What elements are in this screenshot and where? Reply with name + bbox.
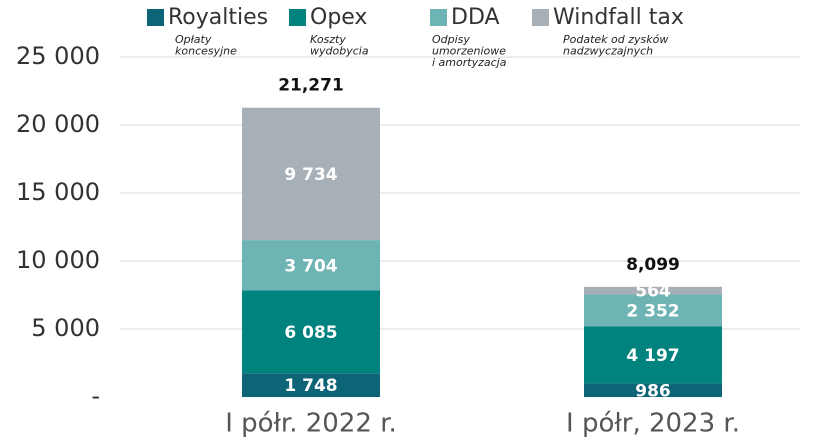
bar-segment bbox=[242, 107, 380, 241]
y-tick-label: 25 000 bbox=[16, 42, 100, 70]
legend-description: Odpisy bbox=[432, 33, 470, 46]
legend-label: Windfall tax bbox=[553, 5, 684, 30]
y-tick-label: 20 000 bbox=[16, 110, 100, 138]
bar-segment bbox=[584, 326, 722, 384]
data-label: 986 bbox=[635, 381, 671, 401]
data-label: 6 085 bbox=[284, 323, 337, 343]
data-label: 2 352 bbox=[626, 302, 679, 322]
x-tick-label: I półr, 2023 r. bbox=[566, 409, 740, 439]
legend-swatch bbox=[289, 9, 306, 26]
data-label: 564 bbox=[635, 282, 671, 302]
legend-label: DDA bbox=[451, 5, 500, 30]
data-label: 3 704 bbox=[284, 256, 337, 276]
total-label: 8,099 bbox=[626, 255, 680, 275]
bar-segment bbox=[242, 373, 380, 397]
bar-segment bbox=[242, 240, 380, 291]
data-label: 4 197 bbox=[626, 346, 679, 366]
y-tick-label: 10 000 bbox=[16, 246, 100, 274]
y-tick-label: 15 000 bbox=[16, 178, 100, 206]
y-tick-label: 5 000 bbox=[31, 314, 100, 342]
bar-segment bbox=[584, 286, 722, 295]
legend-swatch bbox=[532, 9, 549, 26]
y-tick-label: - bbox=[91, 382, 100, 410]
x-tick-label: I półr. 2022 r. bbox=[225, 409, 397, 439]
legend-description: umorzeniowe bbox=[432, 45, 506, 58]
legend-description: Podatek od zysków bbox=[563, 33, 668, 46]
legend-label: Royalties bbox=[168, 5, 268, 30]
legend-description: i amortyzacja bbox=[432, 56, 507, 69]
data-label: 1 748 bbox=[284, 376, 337, 396]
total-label: 21,271 bbox=[278, 76, 344, 96]
bar-segment bbox=[584, 294, 722, 327]
legend-description: nadzwyczajnych bbox=[563, 45, 653, 58]
legend-description: wydobycia bbox=[310, 45, 369, 58]
bar-segment bbox=[242, 290, 380, 374]
legend-label: Opex bbox=[310, 5, 367, 30]
legend-swatch bbox=[147, 9, 164, 26]
legend-swatch bbox=[430, 9, 447, 26]
bar-segment bbox=[584, 383, 722, 397]
legend-description: Opłaty bbox=[175, 33, 212, 46]
legend-description: koncesyjne bbox=[175, 45, 237, 58]
data-label: 9 734 bbox=[284, 165, 337, 185]
legend-description: Koszty bbox=[310, 33, 346, 46]
